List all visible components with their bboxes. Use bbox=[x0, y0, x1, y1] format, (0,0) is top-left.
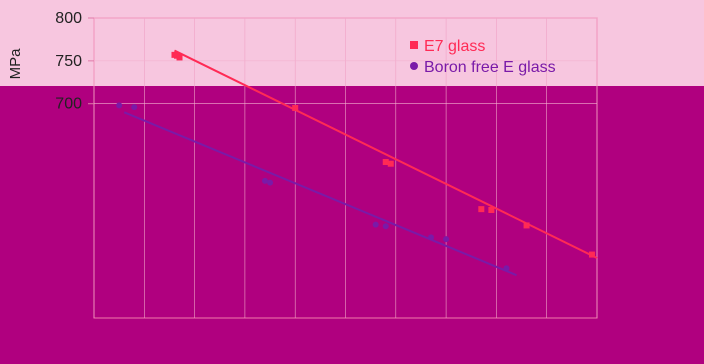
trend-lines bbox=[123, 49, 598, 277]
data-point-series-1 bbox=[588, 251, 595, 258]
chart-background-band bbox=[0, 0, 704, 86]
y-tick-label: 700 bbox=[55, 96, 82, 113]
data-point-series-2 bbox=[503, 265, 510, 272]
data-point-series-1 bbox=[387, 160, 394, 167]
data-point-series-1 bbox=[523, 222, 530, 229]
data-point-series-2 bbox=[382, 223, 389, 230]
legend-marker-series-2 bbox=[410, 62, 418, 70]
legend-label-series-1: E7 glass bbox=[424, 38, 485, 55]
legend: E7 glass Boron free E glass bbox=[410, 38, 556, 76]
data-point-series-2 bbox=[443, 236, 450, 243]
data-point-series-2 bbox=[262, 177, 269, 184]
data-point-series-2 bbox=[372, 221, 379, 228]
y-tick-label: 750 bbox=[55, 53, 82, 70]
legend-label-series-2: Boron free E glass bbox=[424, 59, 556, 76]
grid bbox=[93, 17, 598, 318]
data-point-series-2 bbox=[116, 102, 123, 109]
y-tick-label: 800 bbox=[55, 10, 82, 27]
y-axis-label: MPa bbox=[7, 48, 24, 80]
data-point-series-1 bbox=[488, 207, 495, 213]
trend-line-series-2 bbox=[123, 111, 517, 277]
data-point-series-1 bbox=[382, 159, 389, 165]
data-point-series-2 bbox=[131, 104, 138, 111]
ticks: 800 750 700 bbox=[55, 10, 94, 113]
data-point-series-1 bbox=[478, 206, 485, 213]
data-points bbox=[116, 51, 595, 272]
data-point-series-1 bbox=[176, 54, 183, 61]
data-point-series-1 bbox=[292, 105, 299, 111]
data-point-series-2 bbox=[428, 234, 435, 241]
data-point-series-2 bbox=[267, 179, 274, 186]
legend-marker-series-1 bbox=[410, 41, 418, 49]
